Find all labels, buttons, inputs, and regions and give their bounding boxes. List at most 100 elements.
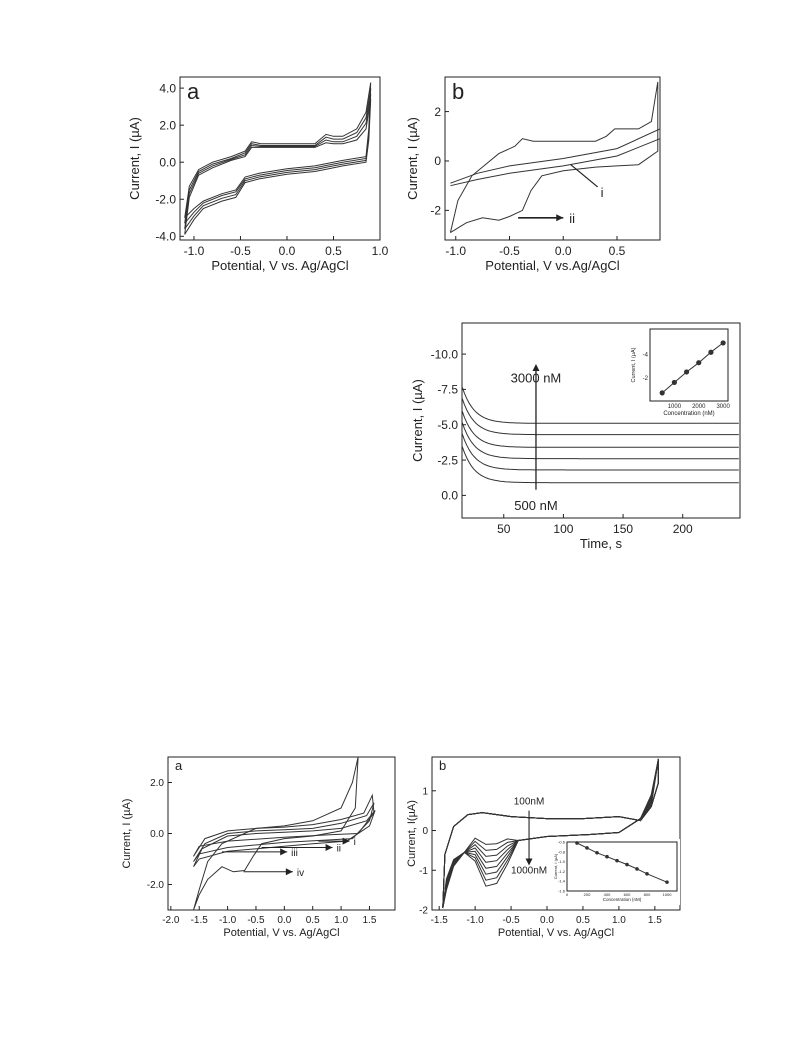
- inset-data-point: [696, 360, 702, 366]
- x-tick-label: 1.0: [372, 244, 389, 258]
- inset-data-point: [665, 880, 669, 884]
- y-tick-label: 0: [422, 826, 428, 837]
- chart-cv-top-b: -1.0 -0.5 0.0 0.5 -2 0 2 Potential, V vs.Ag/AgC…: [405, 76, 661, 273]
- annotation-label-iii: iii: [291, 848, 298, 859]
- inset-y-tick-label: -1.0: [558, 859, 566, 864]
- x-tick-label: 100: [553, 522, 573, 536]
- inset-data-point: [625, 862, 629, 867]
- x-tick-label: 0.5: [325, 244, 342, 258]
- x-tick-label: 1.0: [334, 915, 348, 926]
- inset-x-tick-label: 800: [644, 892, 651, 897]
- cv-curve-ii: [449, 81, 659, 234]
- plot-frame: [461, 322, 741, 519]
- annotation-label-iv: iv: [297, 868, 304, 879]
- inset-background: [628, 326, 734, 420]
- x-axis-label: Potential, V vs. Ag/AgCl: [498, 927, 614, 939]
- y-tick-label: -4.0: [155, 229, 176, 243]
- x-axis-label: Time, s: [580, 536, 623, 551]
- cv-curve: [184, 93, 372, 230]
- x-tick-label: 200: [673, 522, 693, 536]
- arrow-head: [325, 844, 333, 852]
- inset-y-tick-label: -0.8: [558, 849, 566, 854]
- arrow-head: [342, 837, 350, 845]
- panel-label: a: [187, 79, 200, 104]
- x-tick-label: 0.5: [306, 915, 320, 926]
- y-tick-label: -1: [419, 866, 428, 877]
- inset-y-tick-label: -1.2: [558, 869, 566, 874]
- inset-data-point: [575, 841, 579, 845]
- inset-data-point: [683, 369, 690, 375]
- inset-x-tick-label: 2000: [692, 404, 706, 410]
- inset-data-point: [605, 854, 609, 859]
- current-trace: [461, 397, 739, 436]
- inset-data-point: [585, 846, 589, 850]
- annotation-500nm: 500 nM: [514, 498, 557, 513]
- y-tick-label: -10.0: [431, 347, 459, 361]
- arrow-head: [556, 214, 564, 222]
- arrow-head: [532, 363, 540, 371]
- inset-y-tick-label: -2: [643, 376, 649, 382]
- cv-curve-i: [450, 128, 661, 187]
- y-tick-label: 4.0: [159, 81, 176, 95]
- inset-y-tick-label: -1.4: [558, 879, 566, 884]
- inset-x-tick-label: 400: [604, 892, 611, 897]
- x-tick-label: -0.5: [247, 915, 265, 926]
- y-tick-label: 2.0: [159, 118, 176, 132]
- y-tick-label: -2.0: [147, 880, 165, 891]
- x-tick-label: 0.0: [540, 915, 554, 926]
- panel-label: a: [175, 758, 183, 773]
- chart-chronoamperometry: 50 100 150 200 -10.0 -7.5 -5.0 -2.5 0.0 Time, s Cu…: [410, 322, 741, 551]
- x-tick-label: -1.0: [219, 915, 237, 926]
- y-tick-label: -2.0: [155, 192, 176, 206]
- y-axis-label: Current, I (µA): [405, 117, 420, 200]
- current-trace: [461, 421, 739, 460]
- y-tick-label: 2.0: [150, 778, 164, 789]
- x-tick-label: 0.0: [279, 244, 296, 258]
- inset-data-point: [720, 340, 726, 346]
- cv-curve-i: [193, 793, 375, 857]
- inset-x-tick-label: 0: [566, 892, 569, 897]
- inset-data-point: [595, 850, 599, 855]
- arrow-head: [285, 868, 293, 876]
- arrow-head: [525, 858, 533, 866]
- inset-data-point: [659, 390, 665, 396]
- y-tick-label: 2: [434, 105, 441, 119]
- inset-frame: [566, 841, 678, 892]
- y-tick-label: 0: [434, 154, 441, 168]
- y-tick-label: 0.0: [441, 489, 458, 503]
- x-tick-label: 0.0: [277, 915, 291, 926]
- panel-label: b: [452, 79, 464, 104]
- y-tick-label: 1: [422, 786, 428, 797]
- x-tick-label: -0.5: [230, 244, 251, 258]
- x-tick-label: 0.0: [555, 244, 572, 258]
- y-tick-label: 0.0: [159, 155, 176, 169]
- annotation-100nm: 100nM: [514, 797, 545, 808]
- cv-curve: [184, 82, 372, 219]
- current-trace: [461, 386, 739, 424]
- cv-curve: [442, 758, 659, 909]
- x-tick-label: 0.5: [609, 244, 626, 258]
- y-axis-label: Current, I (µA): [121, 799, 133, 869]
- x-tick-label: -1.5: [191, 915, 209, 926]
- chart-cv-bottom-a: -2.0 -1.5 -1.0 -0.5 0.0 0.5 1.0 1.5 -2.0 0.0 2.0 Po…: [121, 756, 396, 939]
- x-axis-label: Potential, V vs. Ag/AgCl: [211, 258, 348, 273]
- x-tick-label: 0.5: [576, 915, 590, 926]
- x-tick-label: 50: [497, 522, 511, 536]
- inset-data-point: [615, 858, 619, 863]
- y-tick-label: -2.5: [437, 453, 458, 467]
- x-tick-label: -2.0: [162, 915, 180, 926]
- y-tick-label: -5.0: [437, 418, 458, 432]
- current-trace: [461, 410, 739, 448]
- inset-x-tick-label: 600: [624, 892, 631, 897]
- x-tick-label: -0.5: [502, 915, 520, 926]
- cv-curve-iv: [193, 756, 359, 911]
- plot-frame: [179, 76, 381, 241]
- annotation-label-ii: ii: [337, 844, 341, 855]
- plot-frame: [167, 756, 396, 911]
- inset-x-tick-label: 3000: [716, 404, 730, 410]
- arrow-head: [280, 848, 288, 856]
- y-tick-label: -2: [419, 906, 428, 917]
- inset-data-point: [635, 867, 639, 871]
- annotation-label-i: i: [601, 185, 604, 200]
- x-tick-label: 1.0: [612, 915, 626, 926]
